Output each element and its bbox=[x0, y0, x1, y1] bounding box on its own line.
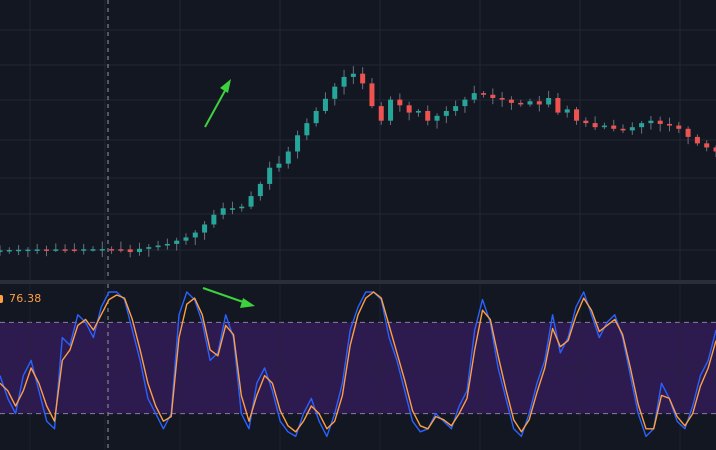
candle-down bbox=[694, 136, 700, 144]
candle-down bbox=[397, 99, 403, 106]
price-pane[interactable] bbox=[0, 0, 716, 280]
candle-down bbox=[704, 143, 710, 148]
candle-down bbox=[555, 97, 561, 113]
candle-up bbox=[6, 250, 12, 252]
candle-up bbox=[629, 127, 635, 131]
candle-down bbox=[43, 249, 49, 251]
oscillator-fast-line bbox=[0, 291, 716, 438]
candle-down bbox=[62, 249, 68, 251]
candle-down bbox=[508, 99, 514, 103]
candle-up bbox=[211, 214, 217, 225]
candle-down bbox=[406, 105, 412, 113]
pane-divider[interactable] bbox=[0, 280, 716, 284]
candle-up bbox=[443, 110, 449, 116]
candle-up bbox=[257, 183, 263, 197]
trend-arrow-up-head bbox=[220, 79, 231, 93]
candle-down bbox=[583, 120, 589, 124]
oscillator-value-readout: 76.38 bbox=[9, 292, 42, 305]
candle-up bbox=[174, 240, 180, 244]
candle-up bbox=[434, 115, 440, 121]
candle-up bbox=[34, 249, 40, 251]
trend-arrow-up bbox=[204, 86, 228, 128]
oscillator-value-marker bbox=[0, 295, 3, 303]
candle-down bbox=[360, 73, 366, 84]
candle-down bbox=[676, 125, 682, 129]
candle-up bbox=[192, 232, 198, 238]
candle-up bbox=[16, 249, 22, 252]
candle-down bbox=[127, 249, 133, 253]
candle-up bbox=[388, 99, 394, 121]
candle-down bbox=[499, 97, 505, 100]
candle-down bbox=[667, 123, 673, 126]
candle-up bbox=[229, 208, 235, 210]
candle-up bbox=[453, 106, 459, 111]
candle-down bbox=[369, 83, 375, 107]
candle-up bbox=[639, 123, 645, 128]
candle-up bbox=[99, 249, 105, 251]
candle-up bbox=[322, 98, 328, 111]
divergence-arrow-head bbox=[240, 298, 255, 308]
candle-down bbox=[490, 94, 496, 98]
candle-down bbox=[481, 93, 487, 95]
candle-up bbox=[81, 249, 87, 251]
candle-down bbox=[592, 123, 598, 128]
candle-up bbox=[462, 99, 468, 107]
candle-down bbox=[518, 102, 524, 105]
candle-up bbox=[304, 123, 310, 136]
candle-up bbox=[0, 250, 3, 252]
candle-up bbox=[527, 101, 533, 105]
candle-up bbox=[564, 109, 570, 113]
candle-up bbox=[313, 110, 319, 124]
candle-up bbox=[601, 125, 607, 128]
candle-up bbox=[164, 243, 170, 246]
divergence-arrow bbox=[202, 287, 247, 304]
candle-up bbox=[146, 247, 152, 249]
oscillator-pane[interactable] bbox=[0, 284, 716, 450]
candle-down bbox=[620, 128, 626, 131]
candle-down bbox=[71, 249, 77, 251]
candle-down bbox=[109, 249, 115, 251]
candle-down bbox=[118, 249, 124, 251]
candle-down bbox=[536, 101, 542, 105]
candle-up bbox=[276, 163, 282, 168]
candle-down bbox=[713, 147, 716, 152]
candle-up bbox=[220, 208, 226, 215]
candle-down bbox=[611, 125, 617, 129]
oscillator-slow-line bbox=[0, 291, 716, 433]
candle-up bbox=[202, 224, 208, 233]
candle-down bbox=[425, 110, 431, 121]
candle-up bbox=[546, 97, 552, 105]
candle-up bbox=[415, 110, 421, 113]
candle-up bbox=[136, 248, 142, 253]
candle-up bbox=[267, 167, 273, 184]
candle-up bbox=[285, 151, 291, 164]
candle-up bbox=[155, 245, 161, 248]
candle-down bbox=[657, 120, 663, 124]
candle-up bbox=[295, 135, 301, 152]
candle-up bbox=[53, 249, 59, 251]
candle-up bbox=[90, 249, 96, 251]
candle-down bbox=[574, 109, 580, 121]
candle-down bbox=[378, 106, 384, 121]
candle-up bbox=[648, 120, 654, 124]
candle-down bbox=[685, 128, 691, 137]
candle-up bbox=[25, 249, 31, 252]
candle-up bbox=[341, 76, 347, 87]
candle-up bbox=[471, 93, 477, 100]
candle-up bbox=[239, 206, 245, 209]
candle-up bbox=[248, 196, 254, 207]
candle-up bbox=[183, 237, 189, 241]
candle-up bbox=[332, 86, 338, 99]
candle-up bbox=[350, 73, 356, 77]
